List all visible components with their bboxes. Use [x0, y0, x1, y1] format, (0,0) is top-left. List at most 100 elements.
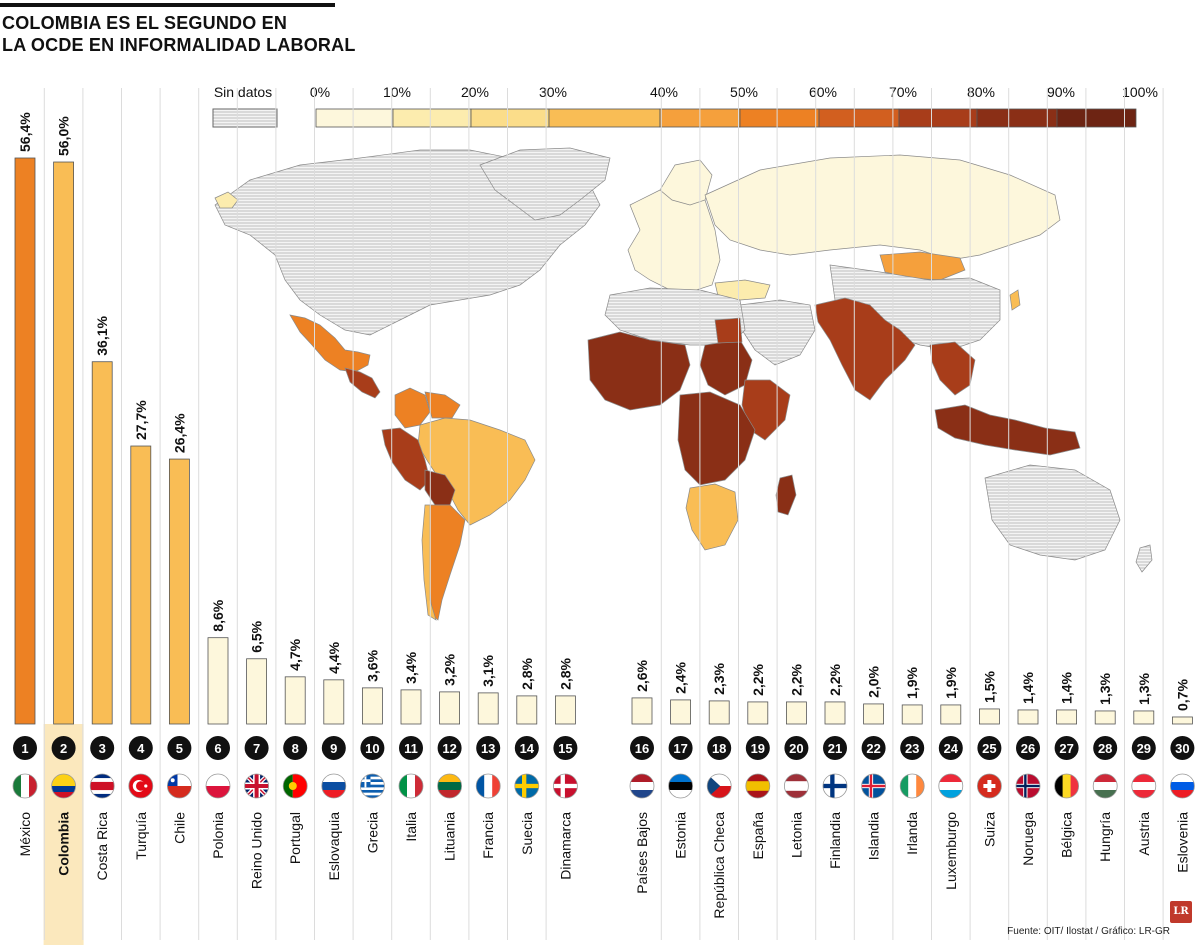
- bar-value-label: 3,2%: [442, 653, 458, 685]
- rank-number: 25: [982, 741, 996, 756]
- rank-number: 7: [253, 741, 260, 756]
- map-colombia: [394, 387, 431, 429]
- country-label: Reino Unido: [249, 812, 265, 889]
- world-map: [214, 147, 1153, 621]
- legend-swatch: [470, 108, 550, 128]
- rank-badge: [90, 736, 115, 760]
- rank-number: 21: [828, 741, 842, 756]
- bar-value-label: 1,3%: [1097, 672, 1113, 704]
- rank-badge: [13, 736, 37, 760]
- bar-29: [1133, 710, 1155, 725]
- rank-badge: [1131, 736, 1156, 760]
- bar-9: [323, 679, 345, 725]
- rank-number: 15: [558, 741, 572, 756]
- country-label: Hungría: [1097, 812, 1113, 862]
- country-label: Finlandia: [827, 812, 843, 869]
- map-indonesia: [934, 404, 1081, 456]
- legend-swatch: [315, 108, 394, 128]
- country-label: Suecia: [519, 812, 535, 855]
- chart-title: COLOMBIA ES EL SEGUNDO EN LA OCDE EN INF…: [2, 12, 402, 56]
- bar-23: [901, 704, 923, 725]
- map-madagascar: [775, 474, 797, 516]
- bar-3: [91, 361, 113, 725]
- legend-swatch: [818, 108, 900, 128]
- flag-slovenia-icon: [1170, 773, 1195, 799]
- country-label: Dinamarca: [557, 812, 573, 880]
- rank-number: 3: [99, 741, 106, 756]
- rank-badge: [128, 736, 153, 760]
- flag-sweden-icon: [514, 773, 540, 799]
- bar-27: [1056, 709, 1077, 725]
- bar-value-label: 2,2%: [827, 663, 843, 695]
- flag-mexico-icon: [12, 773, 38, 799]
- bar-6: [207, 637, 229, 725]
- map-mongolia: [879, 251, 966, 281]
- flag-italy-icon: [398, 773, 424, 799]
- rank-number: 1: [21, 741, 28, 756]
- flag-spain-icon: [745, 773, 771, 799]
- bar-value-label: 26,4%: [171, 413, 187, 453]
- rank-number: 13: [481, 741, 495, 756]
- rank-number: 11: [404, 741, 418, 756]
- flag-ireland-icon: [899, 773, 925, 799]
- bar-17: [670, 699, 691, 725]
- flag-uk-icon: [244, 773, 270, 799]
- flag-hungary-icon: [1092, 773, 1118, 799]
- bar-11: [400, 689, 422, 725]
- bar-value-label: 6,5%: [249, 620, 265, 652]
- rank-badge: [437, 736, 462, 760]
- map-southeast-asia: [929, 341, 976, 396]
- legend-swatch: [392, 108, 472, 128]
- legend-no-data-label: Sin datos: [214, 84, 272, 100]
- rank-badge: [938, 736, 963, 760]
- bar-19: [747, 701, 769, 725]
- bar-28: [1094, 710, 1116, 725]
- bar-value-label: 2,2%: [788, 663, 804, 695]
- rank-number: 22: [866, 741, 880, 756]
- map-east-africa: [741, 379, 791, 441]
- flag-belgium-icon: [1054, 773, 1079, 799]
- bar-8: [284, 676, 306, 725]
- map-egypt: [714, 317, 743, 344]
- flag-chile-icon: [166, 773, 192, 799]
- bar-value-label: 2,8%: [557, 657, 573, 689]
- bar-20: [786, 701, 807, 725]
- source-note: Fuente: OIT/ Ilostat / Gráfico: LR-GR: [1007, 926, 1170, 937]
- legend-swatch: [1056, 108, 1137, 128]
- bar-value-label: 2,0%: [866, 665, 882, 697]
- legend-swatch: [976, 108, 1058, 128]
- flag-estonia-icon: [668, 773, 693, 799]
- rank-number: 18: [712, 741, 726, 756]
- bar-value-label: 3,4%: [403, 651, 419, 683]
- bar-21: [824, 701, 846, 725]
- rank-badge: [630, 736, 654, 760]
- map-central-america: [344, 367, 381, 399]
- legend-tick-label: 100%: [1122, 84, 1158, 100]
- bar-value-label: 1,5%: [981, 670, 997, 702]
- flag-czech-icon: [706, 773, 732, 799]
- bar-value-label: 2,3%: [711, 662, 727, 694]
- legend-tick-label: 50%: [730, 84, 758, 100]
- bar-25: [979, 708, 1000, 725]
- rank-number: 6: [214, 741, 221, 756]
- rank-number: 19: [751, 741, 765, 756]
- chart-title-line-1: COLOMBIA ES EL SEGUNDO EN: [2, 13, 288, 33]
- rank-badge: [745, 736, 770, 760]
- map-central-africa: [677, 391, 756, 486]
- flag-denmark-icon: [553, 773, 578, 799]
- rank-badge: [1093, 736, 1118, 760]
- bar-value-label: 36,1%: [94, 315, 110, 355]
- country-label: España: [750, 812, 766, 860]
- rank-badge: [553, 736, 578, 760]
- bar-value-label: 56,4%: [17, 112, 33, 152]
- country-label: Portugal: [287, 812, 303, 864]
- country-label: Lituania: [442, 812, 458, 861]
- bar-7: [246, 658, 268, 725]
- map-alaska: [214, 191, 239, 209]
- country-label: Grecia: [364, 812, 380, 853]
- bar-1: [14, 157, 36, 725]
- rank-badge: [668, 736, 693, 760]
- rank-number: 29: [1137, 741, 1151, 756]
- rank-number: 30: [1175, 741, 1189, 756]
- legend-no-data-swatch: [212, 108, 278, 128]
